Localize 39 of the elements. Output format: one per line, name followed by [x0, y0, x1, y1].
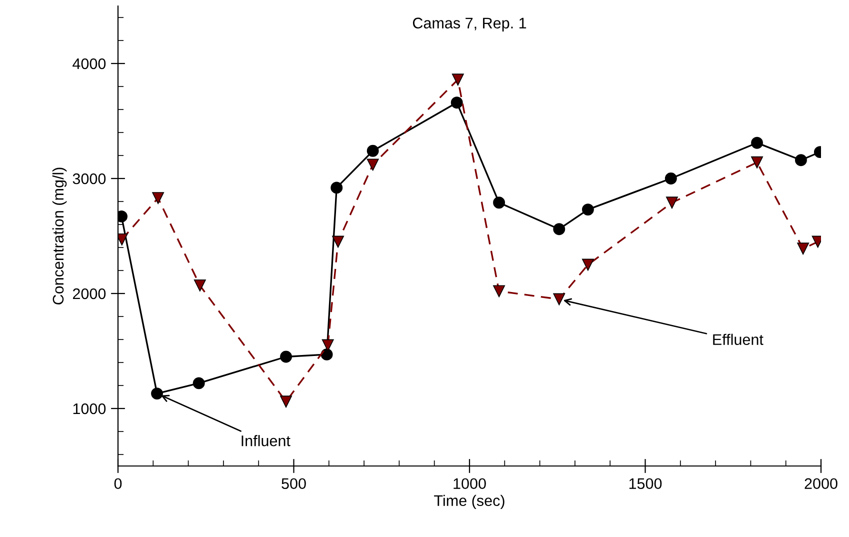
point — [192, 377, 205, 390]
y-axis-title: Concentration (mg/l) — [52, 168, 67, 304]
x-tick-label: 1000 — [454, 478, 486, 490]
x-tick-label: 2000 — [804, 478, 838, 490]
point — [751, 136, 763, 149]
point — [194, 279, 206, 292]
text: Camas 7, Rep. 1 — [412, 18, 526, 32]
point — [280, 396, 292, 408]
point — [332, 236, 344, 248]
point — [330, 182, 343, 194]
x-tick-label: 1500 — [629, 478, 662, 490]
x-tick-label: 0 — [114, 478, 122, 490]
point — [280, 350, 292, 363]
y-tick-label: 4000 — [72, 58, 106, 70]
y-tick-label: 3000 — [72, 173, 106, 184]
y-tick-label: 1000 — [73, 403, 106, 414]
point — [582, 258, 594, 271]
point — [366, 158, 379, 171]
point — [493, 196, 505, 209]
annotation: Effluent — [713, 334, 764, 346]
point — [151, 388, 163, 400]
point — [794, 154, 807, 166]
point — [553, 293, 566, 306]
point — [366, 144, 379, 157]
point — [553, 223, 566, 236]
point — [582, 204, 594, 216]
point — [322, 339, 334, 352]
point — [664, 172, 677, 184]
point — [751, 156, 763, 168]
point — [152, 192, 164, 204]
annotation: Influent — [242, 435, 290, 446]
point — [797, 242, 810, 255]
x-axis-title: Time (sec) — [434, 494, 504, 510]
point — [493, 285, 505, 298]
point — [450, 96, 463, 109]
x-tick-label: 500 — [282, 478, 306, 490]
y-tick-label: 2000 — [72, 288, 106, 300]
point — [452, 74, 464, 86]
point — [666, 196, 678, 209]
